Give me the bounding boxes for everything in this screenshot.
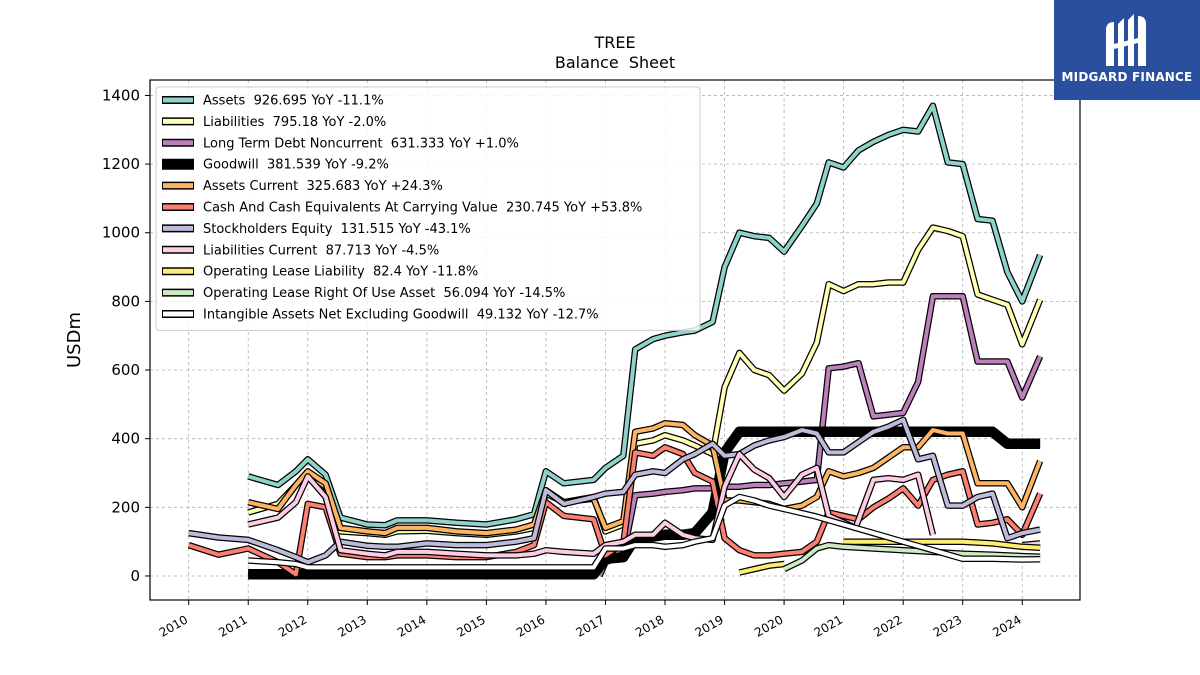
- series-8-line-1: [843, 539, 1041, 550]
- x-tick-label-7: 2017: [574, 612, 607, 639]
- chart-title: TREE: [593, 33, 635, 52]
- plot-frame: [149, 79, 1081, 601]
- y-axis-label: USDm: [64, 312, 85, 368]
- y-tick-label-1: 200: [111, 498, 140, 516]
- series-10-line-0: [248, 495, 1041, 570]
- legend-box: [155, 86, 701, 331]
- x-tick-label-6: 2016: [514, 612, 547, 639]
- y-tick-label-0: 0: [130, 567, 140, 585]
- series-5-line-0: [188, 445, 1042, 577]
- midgard-finance-logo: MIDGARD FINANCE: [1054, 0, 1200, 100]
- x-tick-label-11: 2021: [812, 612, 845, 639]
- series-8-line-0: [738, 562, 785, 575]
- legend-entry-5: Cash And Cash Equivalents At Carrying Va…: [203, 201, 642, 216]
- legend-entry-10: Intangible Assets Net Excluding Goodwill…: [203, 308, 599, 323]
- logo-mark-icon: [1106, 14, 1146, 66]
- chart-subtitle: Balance Sheet: [555, 53, 675, 72]
- series-4-line-0: [247, 421, 1042, 536]
- x-tick-label-2: 2012: [276, 612, 309, 639]
- x-tick-label-9: 2019: [693, 612, 726, 639]
- x-axis: 2010 2011 2012 2013 2014 2015 2016 2017 2018 2019…: [157, 600, 1024, 640]
- x-tick-label-5: 2015: [454, 612, 487, 639]
- y-tick-label-6: 1200: [102, 155, 140, 173]
- x-tick-label-12: 2022: [871, 612, 904, 639]
- legend-entry-8: Operating Lease Liability 82.4 YoY -11.8…: [203, 265, 478, 280]
- x-tick-label-4: 2014: [395, 612, 428, 639]
- legend: Assets 926.695 YoY -11.1% Liabilities 795…: [155, 86, 701, 331]
- x-tick-label-13: 2023: [931, 612, 964, 639]
- legend-entry-9: Operating Lease Right Of Use Asset 56.09…: [203, 286, 565, 301]
- legend-entry-2: Long Term Debt Noncurrent 631.333 YoY +1…: [203, 136, 519, 151]
- y-tick-label-5: 1000: [102, 224, 140, 242]
- x-tick-label-3: 2013: [335, 612, 368, 639]
- y-tick-label-7: 1400: [102, 86, 140, 104]
- series-6-line-0: [188, 417, 1041, 565]
- legend-entry-3: Goodwill 381.539 YoY -9.2%: [203, 158, 389, 173]
- series-9-line-0: [783, 543, 1041, 571]
- x-tick-label-0: 2010: [157, 612, 190, 639]
- y-axis: 0 200 400 600 800 1000 1200 1400: [102, 86, 150, 585]
- x-tick-label-8: 2018: [633, 612, 666, 639]
- legend-entry-1: Liabilities 795.18 YoY -2.0%: [203, 115, 386, 130]
- y-tick-label-4: 800: [111, 292, 140, 310]
- y-tick-label-3: 600: [111, 361, 140, 379]
- legend-entry-7: Liabilities Current 87.713 YoY -4.5%: [203, 243, 439, 258]
- x-tick-label-10: 2020: [752, 612, 785, 639]
- legend-entry-0: Assets 926.695 YoY -11.1%: [203, 94, 384, 109]
- y-tick-label-2: 400: [111, 430, 140, 448]
- x-tick-label-14: 2024: [990, 612, 1023, 639]
- legend-entry-6: Stockholders Equity 131.515 YoY -43.1%: [203, 222, 471, 237]
- logo-text: MIDGARD FINANCE: [1061, 70, 1193, 84]
- legend-entry-4: Assets Current 325.683 YoY +24.3%: [203, 179, 443, 194]
- x-tick-label-1: 2011: [216, 612, 249, 639]
- series-7-line-0: [247, 452, 935, 558]
